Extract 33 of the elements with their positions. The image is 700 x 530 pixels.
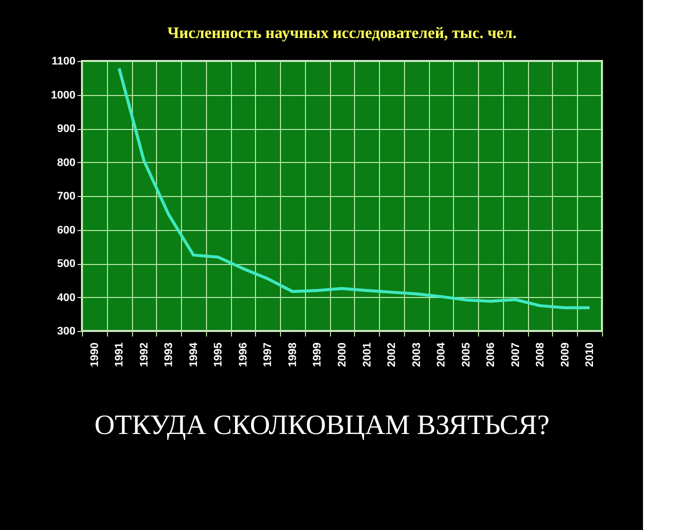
y-tick-label: 1100 <box>52 56 76 68</box>
x-tick-label: 1997 <box>262 342 274 367</box>
x-tick-label: 2004 <box>436 342 448 367</box>
x-tick-label: 2000 <box>336 342 348 367</box>
y-tick-label: 900 <box>57 123 76 135</box>
y-tick-label: 800 <box>57 156 76 169</box>
y-tick-label: 600 <box>57 224 76 236</box>
x-tick-label: 1994 <box>188 342 200 367</box>
y-tick-label: 300 <box>57 326 76 338</box>
x-tick-label: 2008 <box>534 342 547 367</box>
x-tick-label: 2001 <box>361 342 374 367</box>
text: ОТКУДА СКОЛКОВЦАМ ВЗЯТЬСЯ? <box>94 410 550 441</box>
x-tick-label: 2003 <box>410 342 423 367</box>
chart-title: Численность научных исследователей, тыс. чел. <box>167 25 517 42</box>
x-tick-label: 2002 <box>386 342 398 367</box>
x-tick-label: 1993 <box>163 342 176 367</box>
y-tick-label: 400 <box>57 292 76 304</box>
x-tick-label: 2009 <box>559 342 572 367</box>
x-tick-label: 1999 <box>312 342 324 367</box>
x-tick-label: 1991 <box>114 342 126 367</box>
x-tick-label: 1990 <box>88 342 101 367</box>
y-tick-label: 700 <box>57 190 76 202</box>
x-tick-label: 1998 <box>286 342 299 367</box>
line-series <box>118 66 592 310</box>
x-tick-label: 2010 <box>584 342 596 367</box>
x-tick-label: 1995 <box>212 342 225 367</box>
x-tick-label: 1996 <box>237 342 250 367</box>
x-tick-label: 2005 <box>460 342 472 367</box>
y-tick-label: 500 <box>57 258 76 270</box>
x-tick-label: 2007 <box>510 342 522 367</box>
x-tick-label: 2006 <box>485 342 498 367</box>
y-tick-label: 1000 <box>51 89 76 102</box>
x-tick-label: 1992 <box>138 342 150 367</box>
